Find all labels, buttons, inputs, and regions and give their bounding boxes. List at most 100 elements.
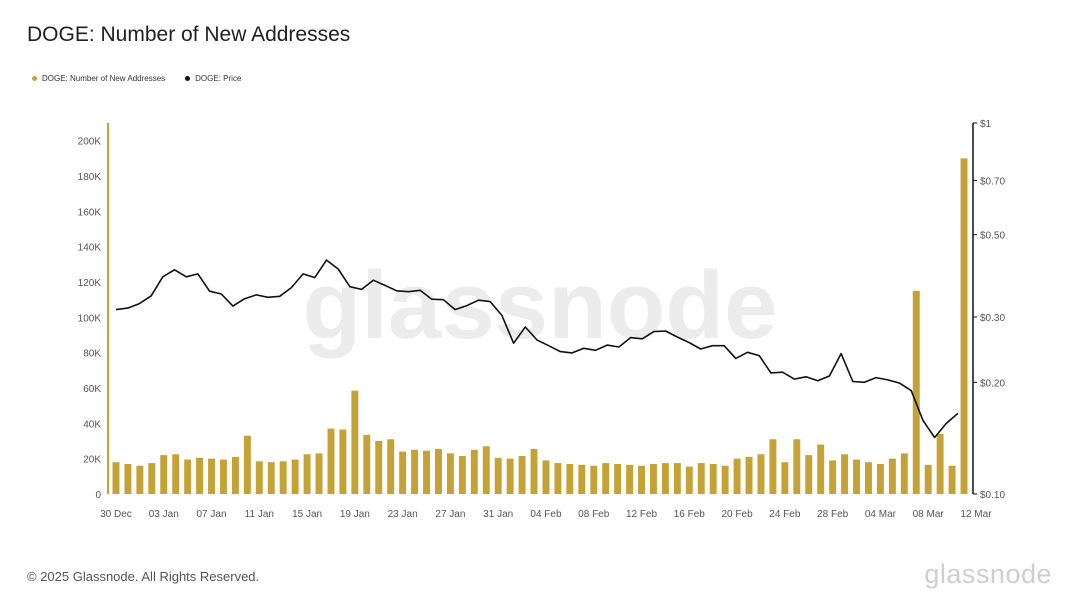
bar bbox=[602, 463, 610, 494]
y-left-tick-label: 200K bbox=[78, 137, 102, 148]
bar bbox=[470, 449, 478, 494]
bar bbox=[769, 439, 777, 494]
bar bbox=[208, 458, 215, 494]
y-left-tick-label: 120K bbox=[78, 278, 102, 289]
bar bbox=[829, 460, 837, 494]
watermark: glassnode bbox=[303, 252, 778, 359]
bar bbox=[817, 444, 825, 494]
x-tick-label: 23 Jan bbox=[388, 509, 418, 520]
bar bbox=[876, 463, 884, 494]
x-tick-label: 11 Jan bbox=[245, 509, 274, 520]
bar bbox=[853, 459, 860, 494]
bar bbox=[482, 446, 490, 494]
bar bbox=[458, 456, 466, 494]
bar bbox=[124, 463, 132, 494]
bar bbox=[578, 464, 586, 494]
bar bbox=[805, 455, 813, 494]
x-tick-label: 04 Mar bbox=[865, 509, 897, 520]
y-left-tick-label: 180K bbox=[78, 172, 102, 183]
bar bbox=[554, 463, 562, 494]
bar bbox=[160, 455, 168, 494]
bar bbox=[793, 439, 801, 494]
y-left-tick-label: 60K bbox=[83, 384, 101, 395]
x-tick-label: 12 Feb bbox=[626, 509, 658, 520]
bar bbox=[697, 463, 705, 494]
bar bbox=[387, 439, 395, 494]
y-right-tick-label: $0.50 bbox=[980, 231, 1005, 242]
bar bbox=[231, 456, 239, 494]
bar bbox=[291, 459, 299, 494]
bar bbox=[327, 428, 335, 494]
copyright-footer: © 2025 Glassnode. All Rights Reserved. bbox=[27, 569, 260, 584]
chart-axes: 0 20K 40K 60K 80K 100K 120K 140K 160K 180K 200K $0.… bbox=[78, 119, 1006, 520]
bar bbox=[172, 454, 180, 494]
line-series-price bbox=[115, 259, 959, 439]
bar bbox=[900, 453, 908, 494]
y-left-tick-label: 40K bbox=[83, 419, 101, 430]
y-right-tick-label: $1 bbox=[980, 119, 992, 130]
y-left-tick-label: 160K bbox=[78, 207, 102, 218]
bar bbox=[339, 429, 347, 494]
bar bbox=[184, 459, 192, 494]
bar bbox=[279, 461, 287, 494]
bar bbox=[566, 463, 574, 494]
x-tick-label: 07 Jan bbox=[197, 509, 227, 520]
y-right-tick-label: $0.70 bbox=[980, 176, 1005, 187]
y-right-tick-label: $0.30 bbox=[980, 313, 1005, 324]
bar bbox=[721, 465, 729, 494]
y-left-tick-label: 100K bbox=[78, 313, 102, 324]
x-tick-label: 03 Jan bbox=[149, 509, 179, 520]
bar bbox=[614, 463, 622, 494]
x-tick-label: 08 Mar bbox=[913, 509, 945, 520]
x-tick-label: 28 Feb bbox=[817, 509, 849, 520]
bar bbox=[650, 463, 657, 494]
bar bbox=[865, 462, 872, 494]
bar bbox=[136, 465, 144, 494]
bar bbox=[112, 462, 120, 494]
legend-label-price: DOGE: Price bbox=[195, 74, 242, 83]
bar bbox=[960, 158, 968, 495]
bar bbox=[936, 433, 944, 494]
bar bbox=[351, 390, 359, 494]
bar bbox=[530, 448, 538, 494]
legend-swatch-price bbox=[185, 76, 191, 81]
y-left-tick-label: 80K bbox=[83, 349, 101, 360]
legend-label-new-addresses: DOGE: Number of New Addresses bbox=[42, 74, 166, 83]
bar bbox=[243, 435, 251, 494]
bar bbox=[661, 463, 669, 494]
bar bbox=[411, 449, 419, 494]
bar bbox=[267, 462, 275, 494]
brand-logo: glassnode bbox=[924, 559, 1052, 589]
x-tick-label: 31 Jan bbox=[483, 509, 513, 520]
price-line bbox=[115, 259, 959, 439]
bar bbox=[757, 454, 765, 494]
bar bbox=[673, 463, 681, 494]
chart-title: DOGE: Number of New Addresses bbox=[27, 23, 351, 46]
bar bbox=[709, 463, 717, 494]
bar bbox=[924, 464, 932, 494]
legend-item-new-addresses[interactable]: DOGE: Number of New Addresses bbox=[32, 74, 165, 83]
bar bbox=[220, 459, 227, 494]
x-tick-label: 24 Feb bbox=[769, 509, 801, 520]
x-tick-label: 30 Dec bbox=[100, 509, 132, 520]
bar bbox=[733, 458, 741, 494]
x-tick-label: 16 Feb bbox=[674, 509, 706, 520]
x-tick-label: 15 Jan bbox=[292, 509, 322, 520]
bar bbox=[781, 462, 789, 494]
x-tick-label: 12 Mar bbox=[960, 509, 992, 520]
legend-item-price[interactable]: DOGE: Price bbox=[185, 74, 241, 83]
bar bbox=[626, 464, 634, 494]
x-tick-label: 08 Feb bbox=[578, 509, 610, 520]
bar bbox=[948, 465, 956, 494]
bar bbox=[506, 458, 514, 494]
bar bbox=[363, 434, 371, 494]
bar bbox=[590, 465, 598, 494]
x-tick-label: 27 Jan bbox=[435, 509, 465, 520]
bar bbox=[446, 453, 454, 494]
bar bbox=[841, 454, 849, 494]
x-tick-label: 20 Feb bbox=[722, 509, 754, 520]
y-right-tick-label: $0.10 bbox=[980, 490, 1005, 501]
y-left-tick-label: 140K bbox=[78, 243, 102, 254]
bar bbox=[912, 290, 920, 494]
